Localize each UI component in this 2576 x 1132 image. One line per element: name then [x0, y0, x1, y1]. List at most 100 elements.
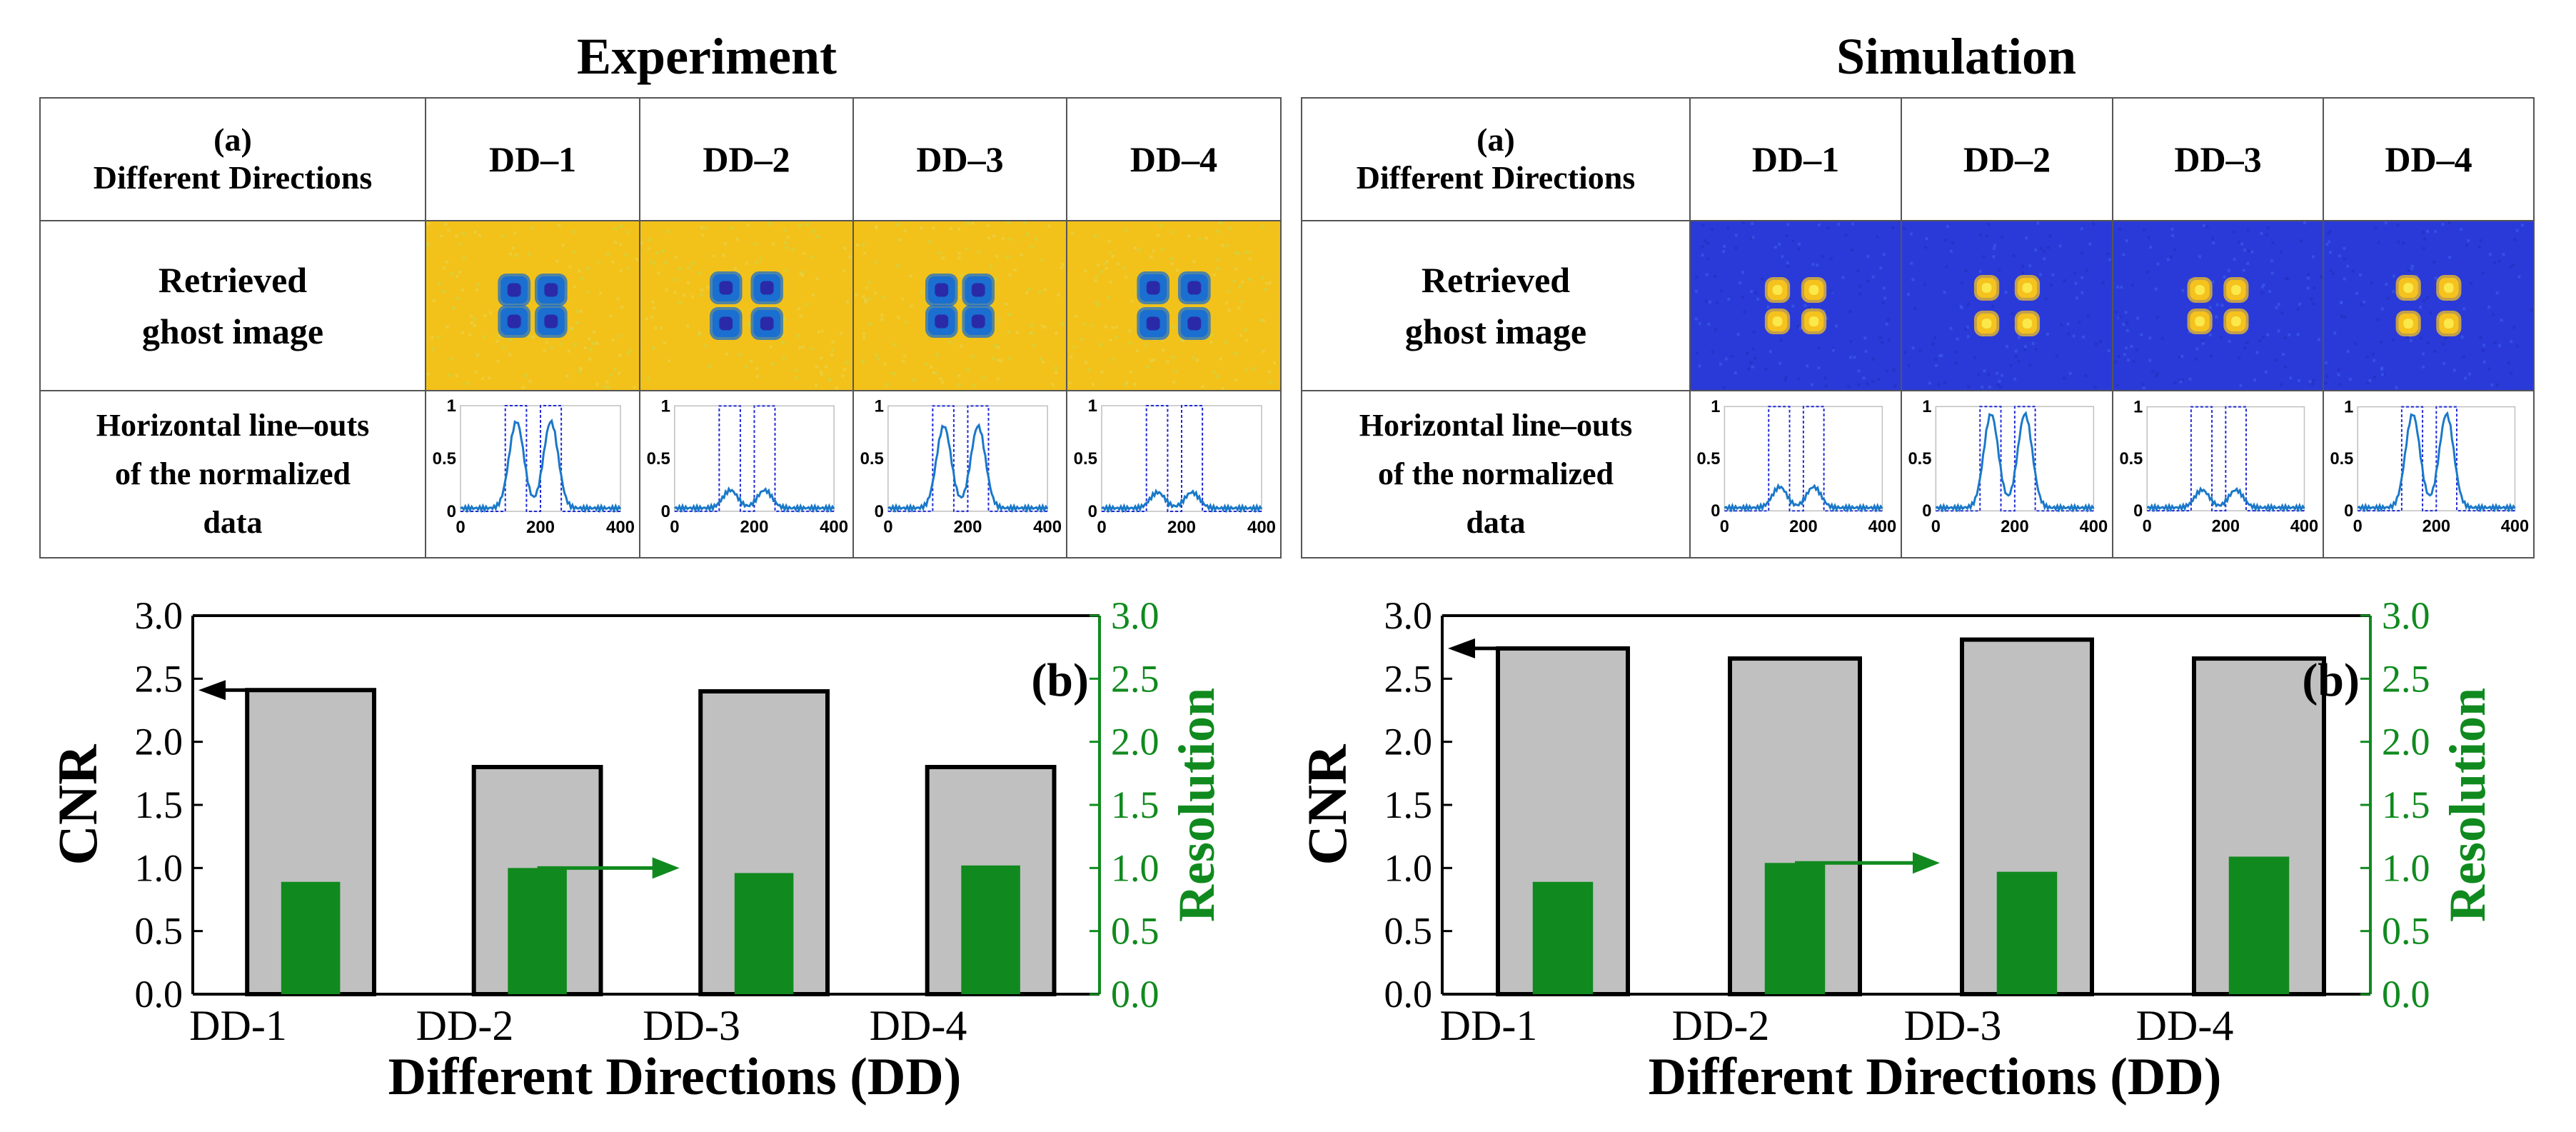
ghost-speckle [1830, 289, 1833, 293]
ghost-speckle [509, 252, 513, 256]
ghost-speckle [1856, 269, 1860, 273]
ghost-speckle [1008, 274, 1012, 277]
ghost-speckle [815, 277, 819, 281]
ghost-speckle [1211, 334, 1214, 337]
ghost-speckle [2460, 335, 2464, 339]
column-header: DD–2 [1901, 97, 2113, 221]
ghost-speckle [2131, 284, 2134, 287]
ghost-speckle [2124, 311, 2128, 314]
lineout-xtick: 200 [2001, 518, 2029, 536]
ghost-speckle [2011, 312, 2014, 316]
ghost-speckle [508, 353, 512, 356]
ghost-speckle [2021, 264, 2025, 268]
lineout-ytick: 0.5 [433, 449, 456, 469]
ghost-spot-core [2231, 316, 2241, 326]
ghost-speckle [468, 333, 472, 336]
row-label-line: of the normalized [1378, 456, 1614, 491]
ghost-speckle [2088, 242, 2092, 246]
ghost-speckle [1244, 369, 1248, 372]
ghost-speckle [2280, 311, 2284, 315]
y-axis-label-right: Resolution [2439, 688, 2496, 922]
ghost-speckle [802, 270, 805, 274]
ghost-speckle [1248, 257, 1252, 261]
ghost-speckle [2495, 291, 2499, 295]
ghost-speckle [2415, 274, 2418, 278]
ghost-speckle [568, 349, 571, 353]
ghost-speckle [1094, 279, 1097, 282]
column-header: DD–3 [2112, 97, 2324, 221]
ghost-speckle [2039, 273, 2043, 276]
ghost-speckle [2500, 319, 2503, 322]
ghost-speckle [1934, 358, 1938, 361]
ghost-speckle [1216, 267, 1219, 271]
ghost-speckle [578, 367, 582, 371]
lineout-cell: 0 0.5 1 0 200 400 [1689, 390, 1902, 559]
ghost-speckle [1960, 306, 1963, 309]
ghost-speckle [2410, 267, 2413, 271]
ghost-speckle [1779, 339, 1782, 342]
ghost-speckle [1099, 343, 1102, 346]
ghost-speckle [1023, 221, 1027, 225]
ghost-speckle [1146, 365, 1149, 369]
ghost-speckle [1097, 303, 1100, 306]
ghost-speckle [1170, 262, 1174, 266]
ghost-speckle [477, 283, 481, 286]
ghost-speckle [820, 373, 824, 376]
ghost-speckle [1695, 351, 1699, 355]
ghost-speckle [1007, 313, 1011, 316]
ghost-speckle [819, 370, 822, 374]
ghost-speckle [1806, 364, 1809, 368]
ghost-speckle [2366, 381, 2370, 385]
ghost-speckle [458, 271, 461, 274]
ghost-speckle [1749, 236, 1753, 240]
ghost-speckle [1979, 233, 1983, 236]
ghost-speckle [2098, 339, 2102, 343]
ghost-speckle [578, 370, 581, 374]
ghost-speckle [1825, 316, 1828, 320]
ghost-speckle [1000, 359, 1003, 363]
ghost-speckle [1959, 304, 1963, 308]
ghost-speckle [2140, 333, 2143, 336]
lineout-ytick: 0 [661, 502, 670, 521]
ghost-speckle [1817, 366, 1821, 370]
ghost-speckle [1857, 369, 1861, 373]
ghost-speckle [2510, 340, 2513, 344]
ghost-speckle [573, 343, 577, 346]
ghost-speckle [1769, 350, 1772, 354]
ghost-spot-core [760, 281, 774, 295]
ghost-speckle [456, 274, 459, 278]
ghost-speckle [1060, 322, 1064, 326]
lineout-ytick: 1 [875, 396, 884, 416]
ghost-speckle [1070, 231, 1074, 235]
ghost-speckle [2460, 228, 2463, 231]
row-label-line: of the normalized [115, 456, 351, 491]
ghost-speckle [1009, 237, 1012, 241]
ghost-speckle [862, 331, 865, 335]
ghost-speckle [2246, 229, 2250, 232]
ghost-speckle [1130, 299, 1134, 303]
corner-label: Different Directions [93, 159, 373, 196]
ghost-speckle [1826, 226, 1830, 229]
ghost-speckle [1694, 289, 1698, 293]
ghost-speckle [1863, 336, 1867, 340]
ghost-speckle [905, 321, 908, 324]
ghost-speckle [2373, 375, 2376, 379]
row-label-line: Retrieved [158, 259, 308, 300]
ghost-speckle [1887, 339, 1891, 342]
ghost-speckle [1212, 371, 1216, 374]
ghost-speckle [932, 226, 935, 229]
ghost-speckle [706, 286, 710, 289]
row-label-line: Horizontal line–outs [96, 407, 370, 443]
ghost-speckle [1701, 245, 1704, 249]
ghost-speckle [2125, 321, 2129, 325]
ghost-speckle [987, 224, 990, 227]
ghost-speckle [1817, 346, 1821, 350]
ghost-speckle [892, 371, 895, 375]
ghost-speckle [2006, 345, 2008, 349]
ghost-speckle [613, 227, 617, 231]
ghost-speckle [561, 244, 565, 247]
ghost-speckle [1973, 356, 1977, 359]
lineout-xtick: 200 [2212, 518, 2240, 536]
x-tick-label: DD-1 [189, 1002, 287, 1049]
lineout-ytick: 0 [875, 502, 884, 521]
